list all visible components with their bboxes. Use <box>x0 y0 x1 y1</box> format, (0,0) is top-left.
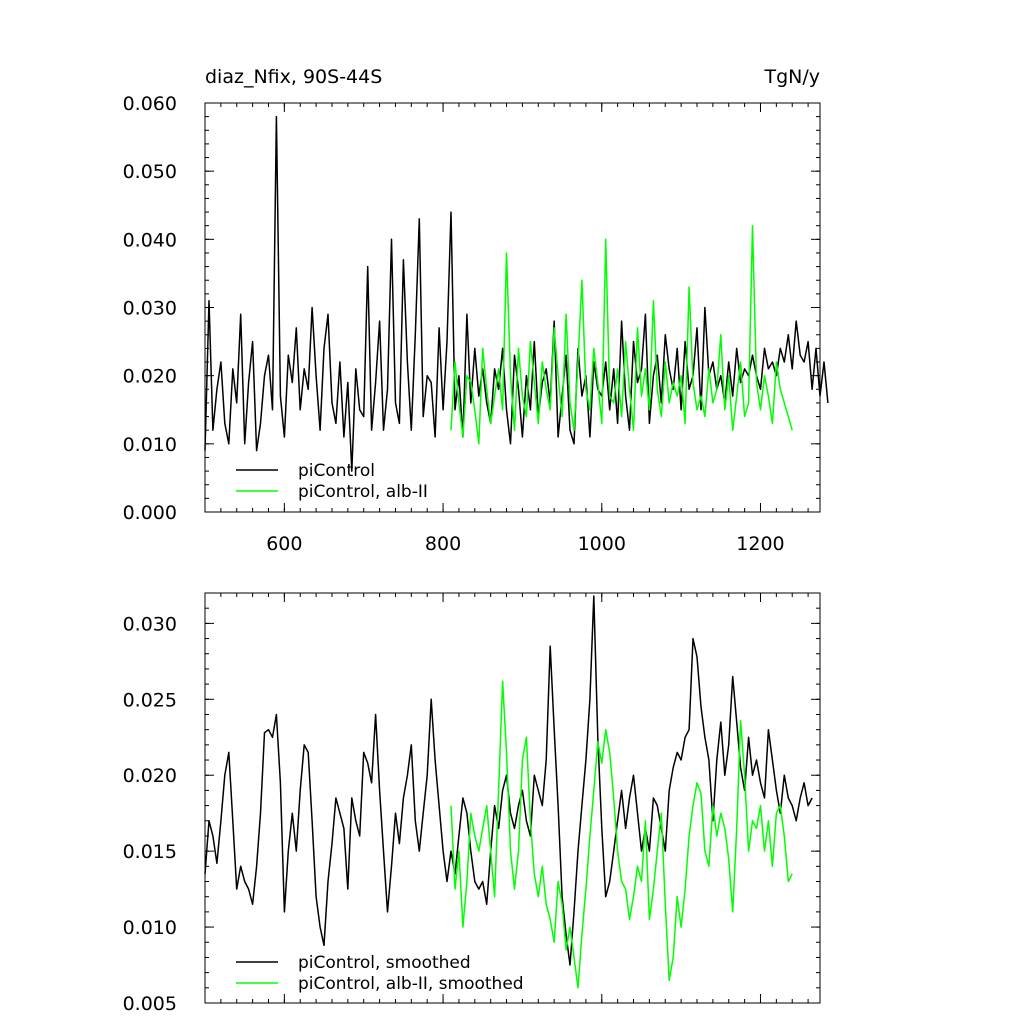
legend-label-picontrol: piControl <box>298 461 375 481</box>
bottom-axis-marks: 0.005 0.010 0.015 0.020 0.025 0.030 <box>123 592 820 1015</box>
y-tick-label: 0.030 <box>123 298 177 320</box>
x-tick-label: 600 <box>266 533 302 555</box>
x-tick-label: 800 <box>425 533 461 555</box>
series-line-picontrol-alb-ii <box>450 224 793 445</box>
y-tick-label: 0.020 <box>123 366 177 388</box>
top-axis-marks: 0.000 0.010 0.020 0.030 0.040 0.050 0.060 600 80… <box>123 93 820 555</box>
top-panel: diaz_Nfix, 90S-44S TgN/y 0.000 0.010 0.020… <box>123 66 829 555</box>
y-tick-label: 0.030 <box>123 613 177 635</box>
y-tick-label: 0.015 <box>123 841 177 863</box>
y-tick-label: 0.020 <box>123 765 177 787</box>
y-tick-label: 0.060 <box>123 93 177 115</box>
bottom-panel: 0.005 0.010 0.015 0.020 0.025 0.030 piControl… <box>123 592 821 1015</box>
y-tick-label: 0.000 <box>123 502 177 524</box>
units-label: TgN/y <box>763 66 820 88</box>
legend-label-picontrol-alb-ii: piControl, alb-II <box>298 482 428 502</box>
series-line-picontrol-alb-ii-smoothed <box>450 680 793 989</box>
y-tick-label: 0.050 <box>123 161 177 183</box>
top-legend: piControl piControl, alb-II <box>236 461 428 502</box>
bottom-legend: piControl, smoothed piControl, alb-II, s… <box>236 953 524 994</box>
chart-title: diaz_Nfix, 90S-44S <box>205 66 382 88</box>
y-tick-label: 0.025 <box>123 689 177 711</box>
legend-label-picontrol-alb-ii-smoothed: piControl, alb-II, smoothed <box>298 974 524 994</box>
y-tick-label: 0.010 <box>123 917 177 939</box>
y-tick-label: 0.010 <box>123 434 177 456</box>
series-line-picontrol-smoothed <box>204 595 813 966</box>
top-series-layer <box>204 115 829 472</box>
bottom-series-layer <box>204 595 813 989</box>
x-tick-label: 1000 <box>578 533 626 555</box>
y-tick-label: 0.040 <box>123 229 177 251</box>
legend-label-picontrol-smoothed: piControl, smoothed <box>298 953 471 973</box>
bottom-plot-frame <box>204 592 821 1004</box>
top-plot-frame <box>204 102 821 513</box>
x-tick-label: 1200 <box>736 533 784 555</box>
y-tick-label: 0.005 <box>123 993 177 1015</box>
